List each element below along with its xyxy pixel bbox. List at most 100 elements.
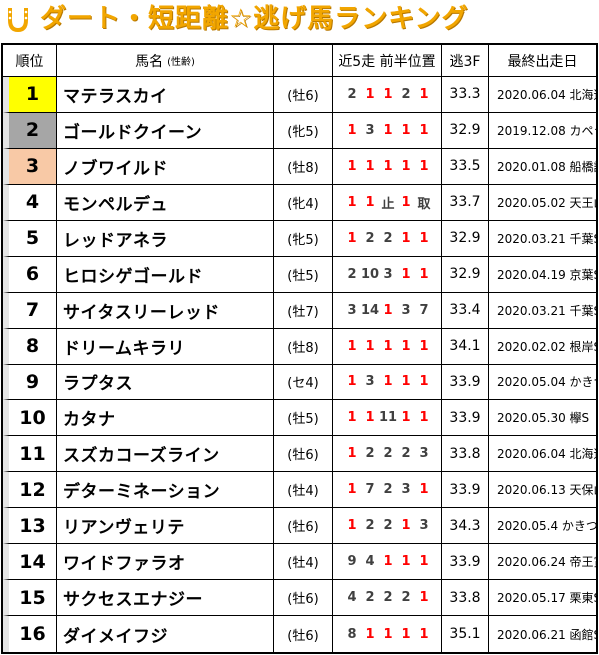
position-value: 1 xyxy=(347,338,357,354)
position-value: 1 xyxy=(401,374,411,390)
position-value: 1 xyxy=(419,122,429,138)
positions-cell: 1 1 11 1 1 xyxy=(333,400,442,437)
sex-age-cell: (牡8) xyxy=(274,328,333,365)
rank-cell: 8 xyxy=(3,328,57,365)
header-time: 逃3F xyxy=(442,45,489,77)
last-race-cell: 2020.05.17 栗東S xyxy=(489,580,596,617)
position-value: 1 xyxy=(401,626,411,642)
rank-cell: 5 xyxy=(3,220,57,257)
horse-name-cell: デターミネーション xyxy=(57,472,274,509)
position-value: 1 xyxy=(365,338,375,354)
horseshoe-icon xyxy=(8,8,28,32)
position-value: 1 xyxy=(419,158,429,174)
position-value: 1 xyxy=(365,86,375,102)
position-value: 1 xyxy=(347,230,357,246)
position-value: 2 xyxy=(401,446,411,462)
position-value: 1 xyxy=(419,266,429,282)
position-value: 2 xyxy=(383,482,393,498)
position-value: 1 xyxy=(419,554,429,570)
position-value: 止 xyxy=(381,196,395,212)
position-value: 1 xyxy=(419,374,429,390)
sex-age-cell: (牡5) xyxy=(274,256,333,293)
horse-name-cell: リアンヴェリテ xyxy=(57,508,274,545)
position-value: 4 xyxy=(365,554,375,570)
position-value: 2 xyxy=(383,590,393,606)
position-value: 2 xyxy=(401,86,411,102)
header-last-race: 最終出走日 xyxy=(489,45,596,77)
position-value: 1 xyxy=(365,194,375,210)
position-value: 2 xyxy=(383,518,393,534)
rank-cell: 11 xyxy=(3,436,57,473)
position-value: 1 xyxy=(365,626,375,642)
last-race-cell: 2020.05.30 欅S xyxy=(489,400,596,437)
position-value: 1 xyxy=(347,518,357,534)
rank-cell: 2 xyxy=(3,112,57,149)
rank-cell: 6 xyxy=(3,256,57,293)
last-race-cell: 2020.06.21 函館SS xyxy=(497,627,596,642)
time-cell: 33.8 xyxy=(442,436,489,473)
position-value: 3 xyxy=(419,518,429,534)
position-value: 1 xyxy=(419,410,429,426)
sex-age-cell: (牡6) xyxy=(274,77,333,113)
last-race-cell: 2020.01.08 船橋記念 xyxy=(489,149,596,185)
position-value: 1 xyxy=(347,410,357,426)
rank-cell: 1 xyxy=(3,77,57,113)
sex-age-cell: (牡6) xyxy=(274,508,333,545)
position-value: 7 xyxy=(365,482,375,498)
position-value: 1 xyxy=(347,158,357,174)
sex-age-cell: (牝4) xyxy=(274,184,333,221)
position-value: 1 xyxy=(401,266,411,282)
horse-name-cell: ゴールドクイーン xyxy=(57,112,274,149)
sex-age-cell: (牡6) xyxy=(274,580,333,617)
position-value: 1 xyxy=(347,374,357,390)
position-value: 1 xyxy=(347,122,357,138)
position-value: 3 xyxy=(419,446,429,462)
time-cell: 33.3 xyxy=(442,77,489,113)
last-race-cell: 2020.05.4 かきつばた xyxy=(489,508,596,545)
rank-cell: 7 xyxy=(3,292,57,329)
position-value: 1 xyxy=(365,410,375,426)
time-cell: 33.9 xyxy=(442,472,489,509)
time-cell: 33.9 xyxy=(442,400,489,437)
last-race-cell: 2020.04.19 京葉S xyxy=(489,257,596,293)
header-name-label: 馬名 xyxy=(135,53,164,70)
position-value: 11 xyxy=(379,410,398,426)
ranking-table: 順位 馬名 (性齢) 近5走 前半位置 逃3F 最終出走日 1 マテラスカイ (牡6… xyxy=(1,43,598,654)
rank-cell: 12 xyxy=(3,472,57,509)
position-value: 2 xyxy=(365,446,375,462)
position-value: 8 xyxy=(347,626,357,642)
position-value: 7 xyxy=(419,302,429,318)
position-value: 1 xyxy=(401,518,411,534)
rank-cell: 4 xyxy=(3,184,57,221)
last-race-cell: 2020.06.24 帝王賞 xyxy=(489,544,596,581)
time-cell: 34.3 xyxy=(442,508,489,545)
horse-name-cell: ラプタス xyxy=(57,364,274,401)
rank-cell: 9 xyxy=(3,364,57,401)
rank-cell: 14 xyxy=(3,544,57,581)
sex-age-cell: (牡6) xyxy=(274,436,333,473)
last-race-cell: 2020.06.13 天保山S xyxy=(489,472,596,509)
position-value: 1 xyxy=(383,374,393,390)
position-value: 1 xyxy=(401,158,411,174)
position-value: 2 xyxy=(365,590,375,606)
header-positions: 近5走 前半位置 xyxy=(333,45,442,77)
time-cell: 34.1 xyxy=(442,328,489,365)
last-race-cell: 2020.05.02 天王山S xyxy=(489,185,596,221)
position-value: 1 xyxy=(401,554,411,570)
last-race-cell: 2020.06.04 北海道SC xyxy=(489,77,596,113)
horse-name-cell: サイタスリーレッド xyxy=(57,292,274,329)
last-race-cell: 2020.03.21 千葉S xyxy=(489,221,596,257)
horse-name-cell: レッドアネラ xyxy=(57,220,274,257)
position-value: 取 xyxy=(417,196,431,212)
rank-cell: 10 xyxy=(3,400,57,437)
position-value: 3 xyxy=(401,302,411,318)
position-value: 1 xyxy=(383,554,393,570)
last-race-cell: 2020.03.21 千葉S xyxy=(489,293,596,329)
position-value: 1 xyxy=(401,230,411,246)
